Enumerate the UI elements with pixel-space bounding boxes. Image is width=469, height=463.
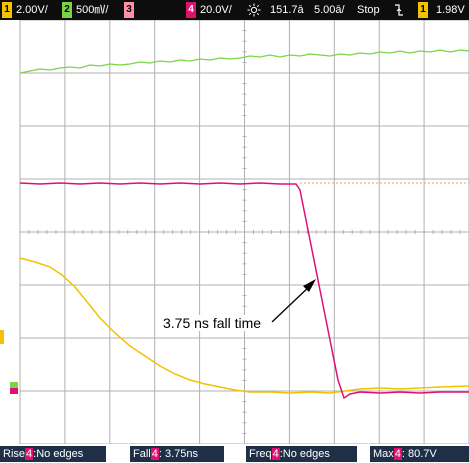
run-state[interactable]: Stop xyxy=(357,4,380,16)
channel-2-scale[interactable]: 500㎷/ xyxy=(76,4,109,16)
channel-1-trace xyxy=(19,257,469,394)
graticule xyxy=(19,20,469,444)
falling-edge-icon[interactable] xyxy=(394,4,404,16)
measure-rise-name: Rise xyxy=(3,448,26,460)
measure-max-source: 4 xyxy=(393,448,402,460)
channel-2-trace xyxy=(19,49,469,74)
channel-2-badge[interactable]: 2 xyxy=(62,2,72,18)
measure-freq-value: :No edges xyxy=(279,448,330,460)
channel-4-scale[interactable]: 20.0V/ xyxy=(200,4,232,16)
measure-freq[interactable]: Freq4:No edges xyxy=(246,446,357,462)
measure-fall-source: 4 xyxy=(150,448,159,460)
measure-fall[interactable]: Fall4: 3.75ns xyxy=(130,446,224,462)
channel-markers xyxy=(0,330,18,394)
waveform-area xyxy=(0,20,469,444)
measure-rise-source: 4 xyxy=(25,448,34,460)
channel-4-trace xyxy=(19,182,469,400)
measure-max[interactable]: Max4: 80.7V xyxy=(370,446,469,462)
measure-freq-source: 4 xyxy=(271,448,280,460)
timebase-scale[interactable]: 5.00ā/ xyxy=(314,4,345,16)
status-bar: 1 2.00V/ 2 500㎷/ 3 4 20.0V/ 151.7ā 5.00ā… xyxy=(0,0,469,20)
channel-4-badge[interactable]: 4 xyxy=(186,2,196,18)
annotation-arrow-line xyxy=(271,283,313,323)
channel-3-badge[interactable]: 3 xyxy=(124,2,134,18)
measurement-bar: Rise4:No edges Fall4: 3.75ns Freq4:No ed… xyxy=(0,444,469,463)
channel-1-scale[interactable]: 2.00V/ xyxy=(16,4,48,16)
trigger-source-badge[interactable]: 1 xyxy=(418,2,428,18)
measure-fall-value: : 3.75ns xyxy=(158,448,198,460)
fall-time-annotation: 3.75 ns fall time xyxy=(163,315,262,331)
measure-rise-value: :No edges xyxy=(33,448,84,460)
sun-icon[interactable] xyxy=(247,3,261,17)
measure-freq-name: Freq xyxy=(249,448,272,460)
trigger-level[interactable]: 1.98V xyxy=(436,4,465,16)
channel-1-badge[interactable]: 1 xyxy=(2,2,12,18)
timebase-offset[interactable]: 151.7ā xyxy=(270,4,304,16)
measure-max-value: : 80.7V xyxy=(401,448,437,460)
measure-fall-name: Fall xyxy=(133,448,151,460)
annotation-arrow-head xyxy=(303,279,316,292)
measure-rise[interactable]: Rise4:No edges xyxy=(0,446,106,462)
measure-max-name: Max xyxy=(373,448,394,460)
